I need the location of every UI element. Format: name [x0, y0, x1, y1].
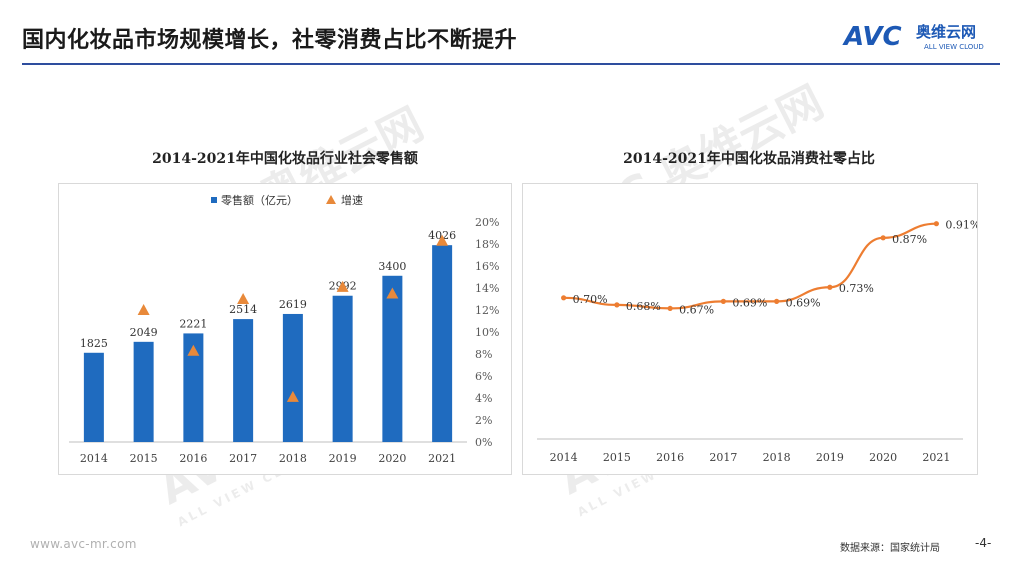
- page-title: 国内化妆品市场规模增长，社零消费占比不断提升: [22, 28, 518, 53]
- retail-sales-chart: 0% 2% 4% 6% 8% 10% 12% 14% 16% 18% 20% 1825 2014 2049…: [69, 193, 499, 465]
- legend-swatch-bar: [211, 197, 217, 203]
- right-axis-tick: 12%: [475, 304, 499, 317]
- right-axis-tick: 18%: [475, 238, 499, 251]
- share-data-label: 0.70%: [573, 293, 608, 306]
- x-tick-label: 2015: [603, 451, 631, 464]
- x-tick-label: 2016: [656, 451, 684, 464]
- share-point: [614, 302, 620, 308]
- legend-label-bar: 零售额（亿元）: [221, 193, 298, 207]
- share-data-label: 0.87%: [892, 233, 927, 246]
- bar: [332, 295, 353, 442]
- share-point: [933, 221, 939, 227]
- avc-logo: AVC 奥维云网 ALL VIEW CLOUD: [842, 22, 984, 52]
- share-data-label: 0.68%: [626, 300, 661, 313]
- share-data-label: 0.67%: [679, 303, 714, 316]
- right-axis-tick: 14%: [475, 282, 499, 295]
- share-point: [827, 284, 833, 290]
- growth-marker: [237, 293, 250, 304]
- right-axis-tick: 6%: [475, 370, 492, 383]
- x-tick-label: 2021: [922, 451, 950, 464]
- legend-label-growth: 增速: [341, 193, 363, 207]
- header-divider: [22, 63, 1000, 65]
- share-data-label: 0.69%: [732, 296, 767, 309]
- share-point: [774, 298, 780, 304]
- x-tick-label: 2015: [130, 452, 158, 465]
- x-tick-label: 2017: [229, 452, 257, 465]
- growth-marker: [286, 390, 299, 402]
- x-tick-label: 2020: [869, 451, 897, 464]
- chart1-title: 2014-2021年中国化妆品行业社会零售额: [152, 151, 418, 167]
- chart2-title: 2014-2021年中国化妆品消费社零占比: [623, 151, 875, 167]
- bar: [133, 341, 154, 442]
- bar-data-label: 2049: [130, 326, 158, 339]
- bar-data-label: 2514: [229, 303, 257, 316]
- bar-data-label: 2619: [279, 298, 307, 311]
- x-tick-label: 2019: [816, 451, 844, 464]
- x-tick-label: 2014: [550, 451, 578, 464]
- share-point: [720, 298, 726, 304]
- bar-data-label: 2221: [179, 317, 207, 330]
- logo-mark: AVC: [842, 22, 902, 52]
- right-axis-tick: 4%: [475, 392, 492, 405]
- share-point: [667, 305, 673, 312]
- share-data-label: 0.73%: [839, 282, 874, 295]
- logo-en: ALL VIEW CLOUD: [924, 43, 984, 51]
- growth-marker: [137, 304, 150, 315]
- chart2-panel: 0.70% 2014 0.68% 2015 0.67% 2016 0.69% 2017 0.69…: [522, 183, 980, 475]
- x-tick-label: 2017: [709, 451, 737, 464]
- right-axis-tick: 16%: [475, 260, 499, 273]
- right-axis-tick: 2%: [475, 414, 492, 427]
- x-tick-label: 2021: [428, 452, 456, 465]
- retail-share-chart: 0.70% 2014 0.68% 2015 0.67% 2016 0.69% 2017 0.69…: [537, 219, 980, 464]
- bar: [233, 319, 254, 442]
- share-line: [563, 222, 937, 310]
- page-number: -4-: [975, 536, 992, 550]
- growth-marker: [436, 234, 449, 246]
- growth-marker: [336, 280, 349, 292]
- right-axis-tick: 20%: [475, 216, 499, 229]
- right-axis-tick: 8%: [475, 348, 492, 361]
- right-axis-tick: 0%: [475, 436, 492, 449]
- chart1-panel: 0% 2% 4% 6% 8% 10% 12% 14% 16% 18% 20% 1825 2014 2049…: [58, 183, 512, 475]
- share-point: [561, 295, 567, 301]
- bar-data-label: 1825: [80, 337, 108, 350]
- bar: [432, 245, 453, 442]
- share-point: [880, 235, 886, 241]
- legend-swatch-growth: [326, 195, 336, 204]
- bar: [282, 313, 303, 442]
- bar: [382, 275, 403, 442]
- right-axis-tick: 10%: [475, 326, 499, 339]
- bar: [83, 352, 104, 442]
- x-tick-label: 2014: [80, 452, 108, 465]
- bar: [183, 333, 204, 442]
- growth-marker: [187, 344, 200, 356]
- x-tick-label: 2018: [763, 451, 791, 464]
- growth-marker: [386, 287, 399, 299]
- bar-data-label: 3400: [378, 260, 406, 273]
- share-data-label: 0.91%: [945, 219, 977, 232]
- x-tick-label: 2018: [279, 452, 307, 465]
- x-tick-label: 2019: [329, 452, 357, 465]
- data-source: 数据来源：国家统计局: [840, 543, 940, 554]
- x-tick-label: 2016: [179, 452, 207, 465]
- logo-cn: 奥维云网: [916, 23, 976, 41]
- x-tick-label: 2020: [378, 452, 406, 465]
- share-data-label: 0.69%: [786, 296, 821, 309]
- footer-url[interactable]: www.avc-mr.com: [30, 537, 137, 551]
